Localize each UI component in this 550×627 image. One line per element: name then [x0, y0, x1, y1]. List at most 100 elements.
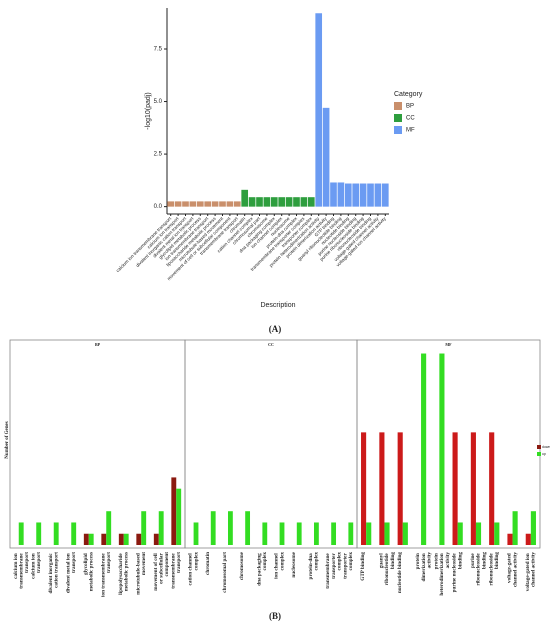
bar [374, 183, 382, 207]
x-tick-label: dna packaging complex [257, 552, 269, 586]
y-tick-label: 0.0 [154, 204, 163, 210]
x-tick-label: divalent inorganic cation transport [48, 552, 60, 594]
panel-label: (A) [269, 324, 282, 334]
bar [189, 201, 197, 207]
y-axis-title: -log10(padj) [145, 92, 152, 129]
bar [322, 107, 330, 207]
bar [397, 432, 403, 545]
x-tick-label: ion channel complex [274, 552, 286, 579]
x-tick-label: movement of cell or subcellular componen… [153, 552, 170, 591]
bar [507, 533, 513, 545]
x-tick-label: purine ribonucleoside binding [470, 552, 487, 586]
x-tick-label: protein heterodimerization activity [434, 552, 451, 596]
bar [344, 183, 352, 207]
bar [352, 183, 360, 207]
bar [315, 13, 323, 207]
bar [226, 201, 234, 207]
x-tick-label: voltage-gated ion channel activity [525, 552, 537, 592]
bar [219, 201, 226, 207]
legend-title: Category [394, 91, 423, 98]
x-axis-title: Description [260, 302, 295, 309]
bar [296, 522, 302, 545]
bar [530, 511, 536, 545]
bar [233, 201, 241, 207]
x-tick-label: nucleosome [291, 551, 297, 577]
facet-title: BP [95, 342, 101, 347]
bar [210, 511, 216, 545]
x-tick-label: cation channel complex [188, 552, 200, 586]
x-tick-label: GTP binding [360, 552, 366, 581]
x-tick-label: guanyl ribonucleotide binding [379, 552, 396, 586]
bar [279, 522, 285, 545]
bar [367, 183, 374, 207]
x-tick-label: glycolipid metabolic process [83, 552, 95, 591]
bar [379, 432, 385, 545]
bar [262, 522, 268, 545]
legend-swatch [537, 452, 541, 456]
bar [512, 511, 518, 545]
bar [123, 533, 129, 545]
bar [525, 533, 531, 545]
legend-swatch [394, 102, 402, 110]
bar [136, 533, 142, 545]
bar [174, 201, 182, 207]
bar [314, 522, 319, 545]
bar [101, 533, 107, 545]
y-tick-label: 2.5 [154, 152, 163, 158]
bar [307, 197, 315, 207]
bar [359, 183, 367, 207]
y-axis-title: Number of Genes [5, 421, 10, 458]
bar [167, 201, 175, 207]
bar [182, 201, 189, 207]
bar [384, 522, 390, 545]
bar [402, 522, 408, 545]
bar [300, 197, 308, 207]
bar [457, 522, 463, 545]
bar [337, 182, 345, 207]
bar [263, 197, 271, 207]
bar [53, 522, 59, 545]
facet-title: MF [445, 342, 452, 347]
x-tick-label: transporter complex [343, 552, 355, 579]
x-tick-label: chromosome [239, 551, 245, 580]
x-tick-label: microtubule-based movement [135, 552, 147, 595]
bar [278, 197, 286, 207]
bar [348, 522, 354, 545]
bar [171, 477, 177, 545]
bar [248, 197, 256, 207]
bar [475, 522, 482, 545]
bar [452, 432, 458, 545]
bar [293, 197, 300, 207]
x-tick-label: lipopolysaccharide metabolic process [118, 552, 130, 595]
bar [83, 533, 89, 545]
x-tick-label: transmembrane transporter complex [325, 552, 342, 589]
bar [211, 201, 219, 207]
bar [241, 189, 249, 207]
x-tick-label: chromosomal part [222, 552, 228, 593]
bar [245, 511, 251, 545]
bar [88, 533, 94, 545]
bar [489, 432, 495, 545]
bar [256, 197, 263, 207]
bar [71, 522, 77, 545]
x-tick-label: nucleotide binding [397, 552, 403, 593]
legend-swatch [394, 114, 402, 122]
bar [421, 353, 427, 545]
x-tick-label: divalent metal ion transport [65, 552, 77, 593]
bar [439, 353, 445, 545]
bar [285, 197, 293, 207]
bar [366, 522, 372, 545]
x-tick-label: ribonucleoside binding [488, 552, 500, 586]
legend-label: down [542, 445, 550, 449]
bar [330, 182, 337, 207]
bar [196, 201, 204, 207]
x-tick-label: calcium ion transport [30, 552, 42, 579]
legend-label: MF [406, 128, 415, 134]
bar [270, 197, 278, 207]
x-tick-label: protein-dna complex [308, 552, 320, 580]
y-tick-label: 5.0 [154, 99, 163, 105]
x-tick-label: voltage-gated channel activity [507, 552, 519, 587]
bar [18, 522, 24, 545]
bar [331, 522, 337, 545]
